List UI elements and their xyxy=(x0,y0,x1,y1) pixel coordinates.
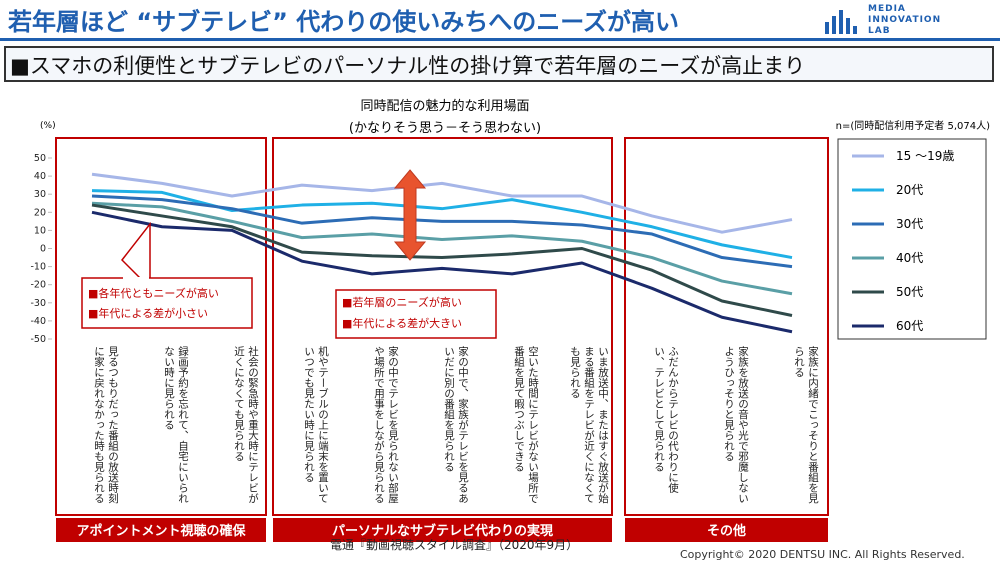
annotation: ■若年層のニーズが高い xyxy=(342,295,462,309)
callout-box xyxy=(81,277,253,329)
logo-line: MEDIA xyxy=(868,4,906,14)
category-label: いま放送中、またはすぐ放送が始まる番組をテレビが近くになくても見られる xyxy=(569,346,609,504)
category-label: 見るつもりだった番組の放送時刻に家に戻れなかった時も見られる xyxy=(93,346,119,504)
series-line xyxy=(91,210,793,334)
category-label: 机やテーブルの上に端末を置いていつでも見たい時に見られる xyxy=(303,346,329,504)
legend-label: 30代 xyxy=(896,217,923,231)
y-tick-label: -40 xyxy=(30,316,46,327)
logo-line: LAB xyxy=(868,26,891,36)
logo-icon xyxy=(825,10,857,34)
group-box xyxy=(55,137,267,516)
category-label: ふだんからテレビの代わりに使い、テレビとして見られる xyxy=(653,346,679,493)
category-label: 社会の緊急時や重大時にテレビが近くになくても見られる xyxy=(233,346,259,504)
group-label: パーソナルなサブテレビ代わりの実現 xyxy=(332,523,553,539)
group-box xyxy=(624,137,829,516)
note: n=(同時配信利用予定者 5,074人) xyxy=(836,119,990,132)
category-label: 家の中でテレビを見られない部屋や場所で用事をしながら見られる xyxy=(373,346,399,504)
y-tick-label: 0 xyxy=(40,244,46,255)
callout-pointer xyxy=(121,221,151,279)
source: 電通『動画視聴スタイル調査』（2020年9月） xyxy=(330,538,579,552)
logo-line: INNOVATION xyxy=(868,15,942,25)
y-tick-label: -10 xyxy=(30,262,46,273)
group-label-bg xyxy=(273,518,612,542)
group-label-bg xyxy=(56,518,266,542)
copyright: Copyright© 2020 DENTSU INC. All Rights R… xyxy=(680,548,965,561)
category-label: 空いた時間にテレビがない場所で番組を見て暇つぶしできる xyxy=(513,346,539,504)
annotation: ■各年代ともニーズが高い xyxy=(88,286,219,300)
group-label-bg xyxy=(625,518,828,542)
y-axis-label: (%) xyxy=(40,121,56,131)
category-label: 家の中で、家族がテレビを見るあいだに別の番組を見られる xyxy=(443,346,469,504)
y-tick-label: 50 xyxy=(34,153,46,164)
series-line xyxy=(91,203,793,317)
chart-title: 同時配信の魅力的な利用場面 xyxy=(360,98,529,114)
y-tick-label: 20 xyxy=(34,207,46,218)
subtitle: ■スマホの利便性とサブテレビのパーソナル性の掛け算で若年層のニーズが高止まり xyxy=(10,54,806,78)
series-line xyxy=(91,194,793,269)
legend-label: 15 ～19歳 xyxy=(896,149,954,163)
y-tick-label: -50 xyxy=(30,334,46,345)
callout-box xyxy=(335,289,497,339)
y-tick-label: 10 xyxy=(34,225,46,236)
annotation: ■年代による差が大きい xyxy=(342,316,462,330)
series-line xyxy=(91,172,793,234)
y-tick-label: -20 xyxy=(30,280,46,291)
group-box xyxy=(272,137,613,516)
annotation: ■年代による差が小さい xyxy=(88,306,208,320)
category-label: 録画予約を忘れて、自宅にいられない時に見られる xyxy=(163,346,189,504)
legend-box xyxy=(837,138,987,340)
category-label: 家族を放送の音や光で邪魔しないようひっそりと見られる xyxy=(723,346,749,504)
series-line xyxy=(91,201,793,296)
legend-label: 40代 xyxy=(896,251,923,265)
chart-subtitle: (かなりそう思う－そう思わない) xyxy=(349,121,541,136)
legend-label: 60代 xyxy=(896,319,923,333)
group-label: アポイントメント視聴の確保 xyxy=(76,523,246,539)
logo-text: MEDIA INNOVATION LAB xyxy=(868,4,941,37)
y-tick-label: 30 xyxy=(34,189,46,200)
y-tick-label: -30 xyxy=(30,298,46,309)
slide-title: 若年層ほど “サブテレビ” 代わりの使いみちへのニーズが高い xyxy=(8,8,680,36)
legend-label: 50代 xyxy=(896,285,923,299)
title-rule xyxy=(0,38,1000,41)
double-arrow xyxy=(393,169,427,261)
y-tick-label: 40 xyxy=(34,171,46,182)
legend-label: 20代 xyxy=(896,183,923,197)
category-label: 家族に内緒でこっそりと番組を見られる xyxy=(793,346,819,504)
group-label: その他 xyxy=(707,523,746,539)
